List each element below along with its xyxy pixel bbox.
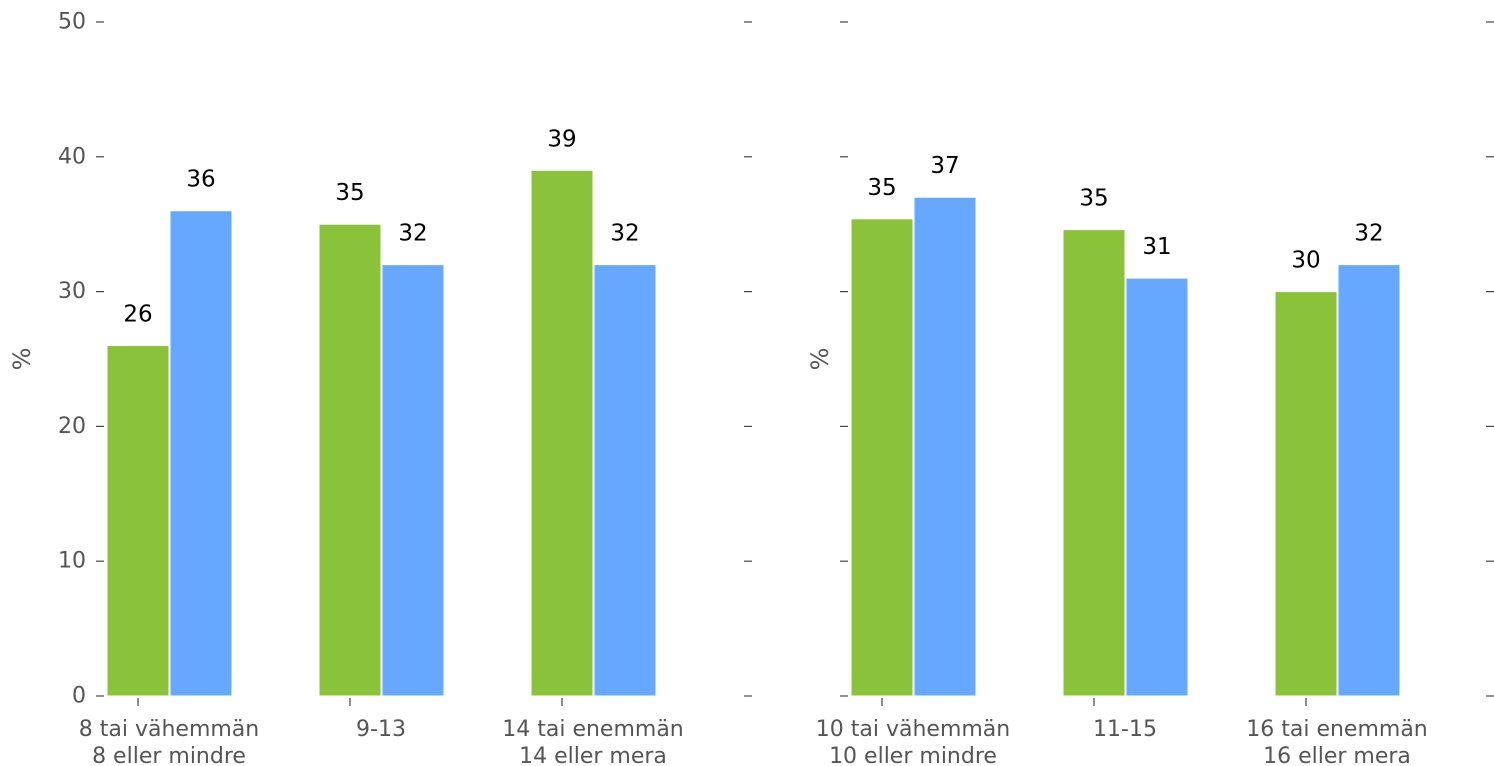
data-label-1-0-1: 35	[1079, 186, 1108, 212]
bar-0-1-2	[593, 264, 657, 697]
category-label-0-0-1: 8 eller mindre	[92, 744, 246, 766]
data-label-0-1-1: 32	[398, 221, 427, 247]
bar-0-1-1	[381, 264, 445, 697]
y-tick-label-0-2: 20	[58, 414, 86, 439]
data-label-1-1-0: 37	[930, 153, 959, 179]
data-label-0-0-0: 26	[123, 302, 152, 328]
data-label-0-0-2: 39	[547, 126, 576, 152]
bar-0-0-0	[106, 345, 170, 697]
category-label-0-2-0: 14 tai enemmän	[502, 717, 684, 742]
y-axis-title-1: %	[806, 348, 834, 371]
data-label-1-1-2: 32	[1354, 221, 1383, 247]
category-label-1-0-0: 10 tai vähemmän	[816, 717, 1010, 742]
bar-1-0-1	[1062, 229, 1126, 697]
y-tick-label-0-3: 30	[58, 279, 86, 304]
data-label-1-1-1: 31	[1142, 234, 1171, 260]
y-tick-label-0-0: 0	[72, 684, 86, 709]
y-tick-label-0-1: 10	[58, 549, 86, 574]
category-label-0-2-1: 14 eller mera	[519, 744, 667, 766]
bar-0-0-2	[530, 169, 594, 697]
y-axis-title-0: %	[8, 348, 36, 371]
category-label-0-1-0: 9-13	[356, 717, 406, 742]
bar-1-0-2	[1274, 291, 1338, 697]
bar-0-1-0	[169, 210, 233, 697]
category-label-1-2-0: 16 tai enemmän	[1246, 717, 1428, 742]
category-label-1-2-1: 16 eller mera	[1263, 744, 1411, 766]
y-tick-label-0-4: 40	[58, 144, 86, 169]
bar-1-1-0	[913, 196, 977, 697]
data-label-0-1-2: 32	[610, 221, 639, 247]
category-label-1-0-1: 10 eller mindre	[829, 744, 997, 766]
bar-1-1-2	[1337, 264, 1401, 697]
bar-1-1-1	[1125, 277, 1189, 697]
data-label-0-0-1: 35	[335, 180, 364, 206]
data-label-0-1-0: 36	[186, 167, 215, 193]
data-label-1-0-2: 30	[1291, 248, 1320, 274]
category-label-1-1-0: 11-15	[1093, 717, 1157, 742]
bar-0-0-1	[318, 223, 382, 697]
data-label-1-0-0: 35	[867, 175, 896, 201]
y-tick-label-0-5: 50	[58, 10, 86, 35]
bar-1-0-0	[850, 218, 914, 697]
category-label-0-0-0: 8 tai vähemmän	[79, 717, 259, 742]
